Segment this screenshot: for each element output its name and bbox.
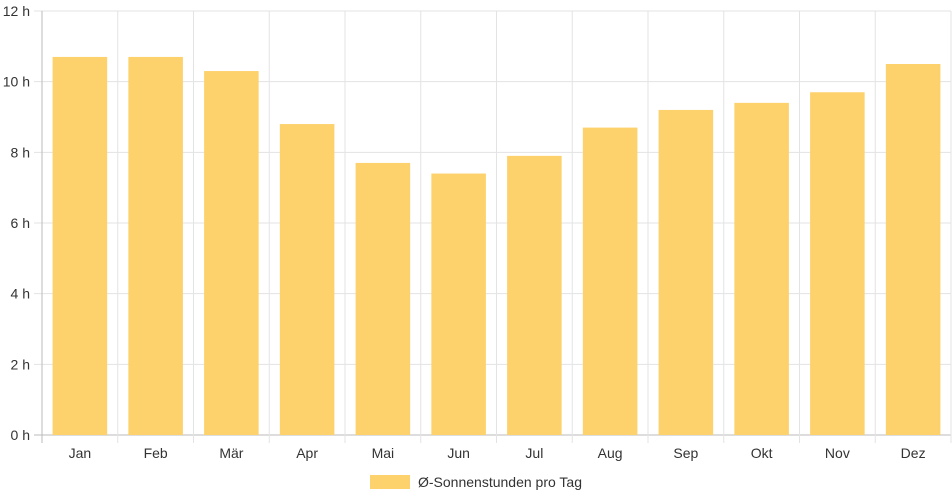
x-tick-label: Okt bbox=[751, 445, 773, 461]
y-tick-label: 8 h bbox=[11, 144, 30, 160]
y-tick-label: 10 h bbox=[3, 74, 30, 90]
bar bbox=[204, 71, 259, 436]
legend-swatch bbox=[370, 475, 410, 489]
bar bbox=[734, 102, 789, 435]
y-tick-label: 6 h bbox=[11, 215, 30, 231]
x-tick-label: Jan bbox=[69, 445, 92, 461]
x-tick-label: Jul bbox=[525, 445, 543, 461]
x-tick-label: Aug bbox=[598, 445, 623, 461]
bar bbox=[658, 109, 714, 435]
grid-lines bbox=[34, 10, 952, 443]
bar bbox=[885, 64, 941, 435]
x-tick-label: Jun bbox=[447, 445, 470, 461]
axes: 0 h 2 h 4 h 6 h 8 h 10 h 12 h Jan Feb Mär Apr Mai Ju… bbox=[3, 3, 926, 461]
bar bbox=[507, 155, 562, 435]
x-tick-label: Feb bbox=[144, 445, 168, 461]
bar bbox=[128, 56, 183, 435]
y-tick-label: 4 h bbox=[11, 286, 30, 302]
bar-chart: 0 h 2 h 4 h 6 h 8 h 10 h 12 h Jan Feb Mär Apr Mai Ju… bbox=[3, 3, 952, 461]
x-tick-label: Mär bbox=[219, 445, 243, 461]
legend-label: Ø-Sonnenstunden pro Tag bbox=[418, 474, 582, 490]
x-tick-label: Nov bbox=[825, 445, 850, 461]
bar bbox=[431, 173, 486, 436]
x-tick-label: Apr bbox=[296, 445, 318, 461]
bars bbox=[52, 56, 941, 436]
bar bbox=[52, 56, 108, 435]
y-tick-label: 12 h bbox=[3, 3, 30, 19]
x-tick-label: Mai bbox=[372, 445, 395, 461]
bar bbox=[279, 124, 335, 436]
legend[interactable]: Ø-Sonnenstunden pro Tag bbox=[0, 470, 952, 494]
y-tick-label: 2 h bbox=[11, 356, 30, 372]
y-tick-label: 0 h bbox=[11, 427, 30, 443]
x-tick-label: Dez bbox=[901, 445, 926, 461]
bar bbox=[582, 127, 638, 435]
bar bbox=[355, 162, 411, 435]
x-tick-label: Sep bbox=[673, 445, 698, 461]
bar bbox=[810, 92, 865, 436]
